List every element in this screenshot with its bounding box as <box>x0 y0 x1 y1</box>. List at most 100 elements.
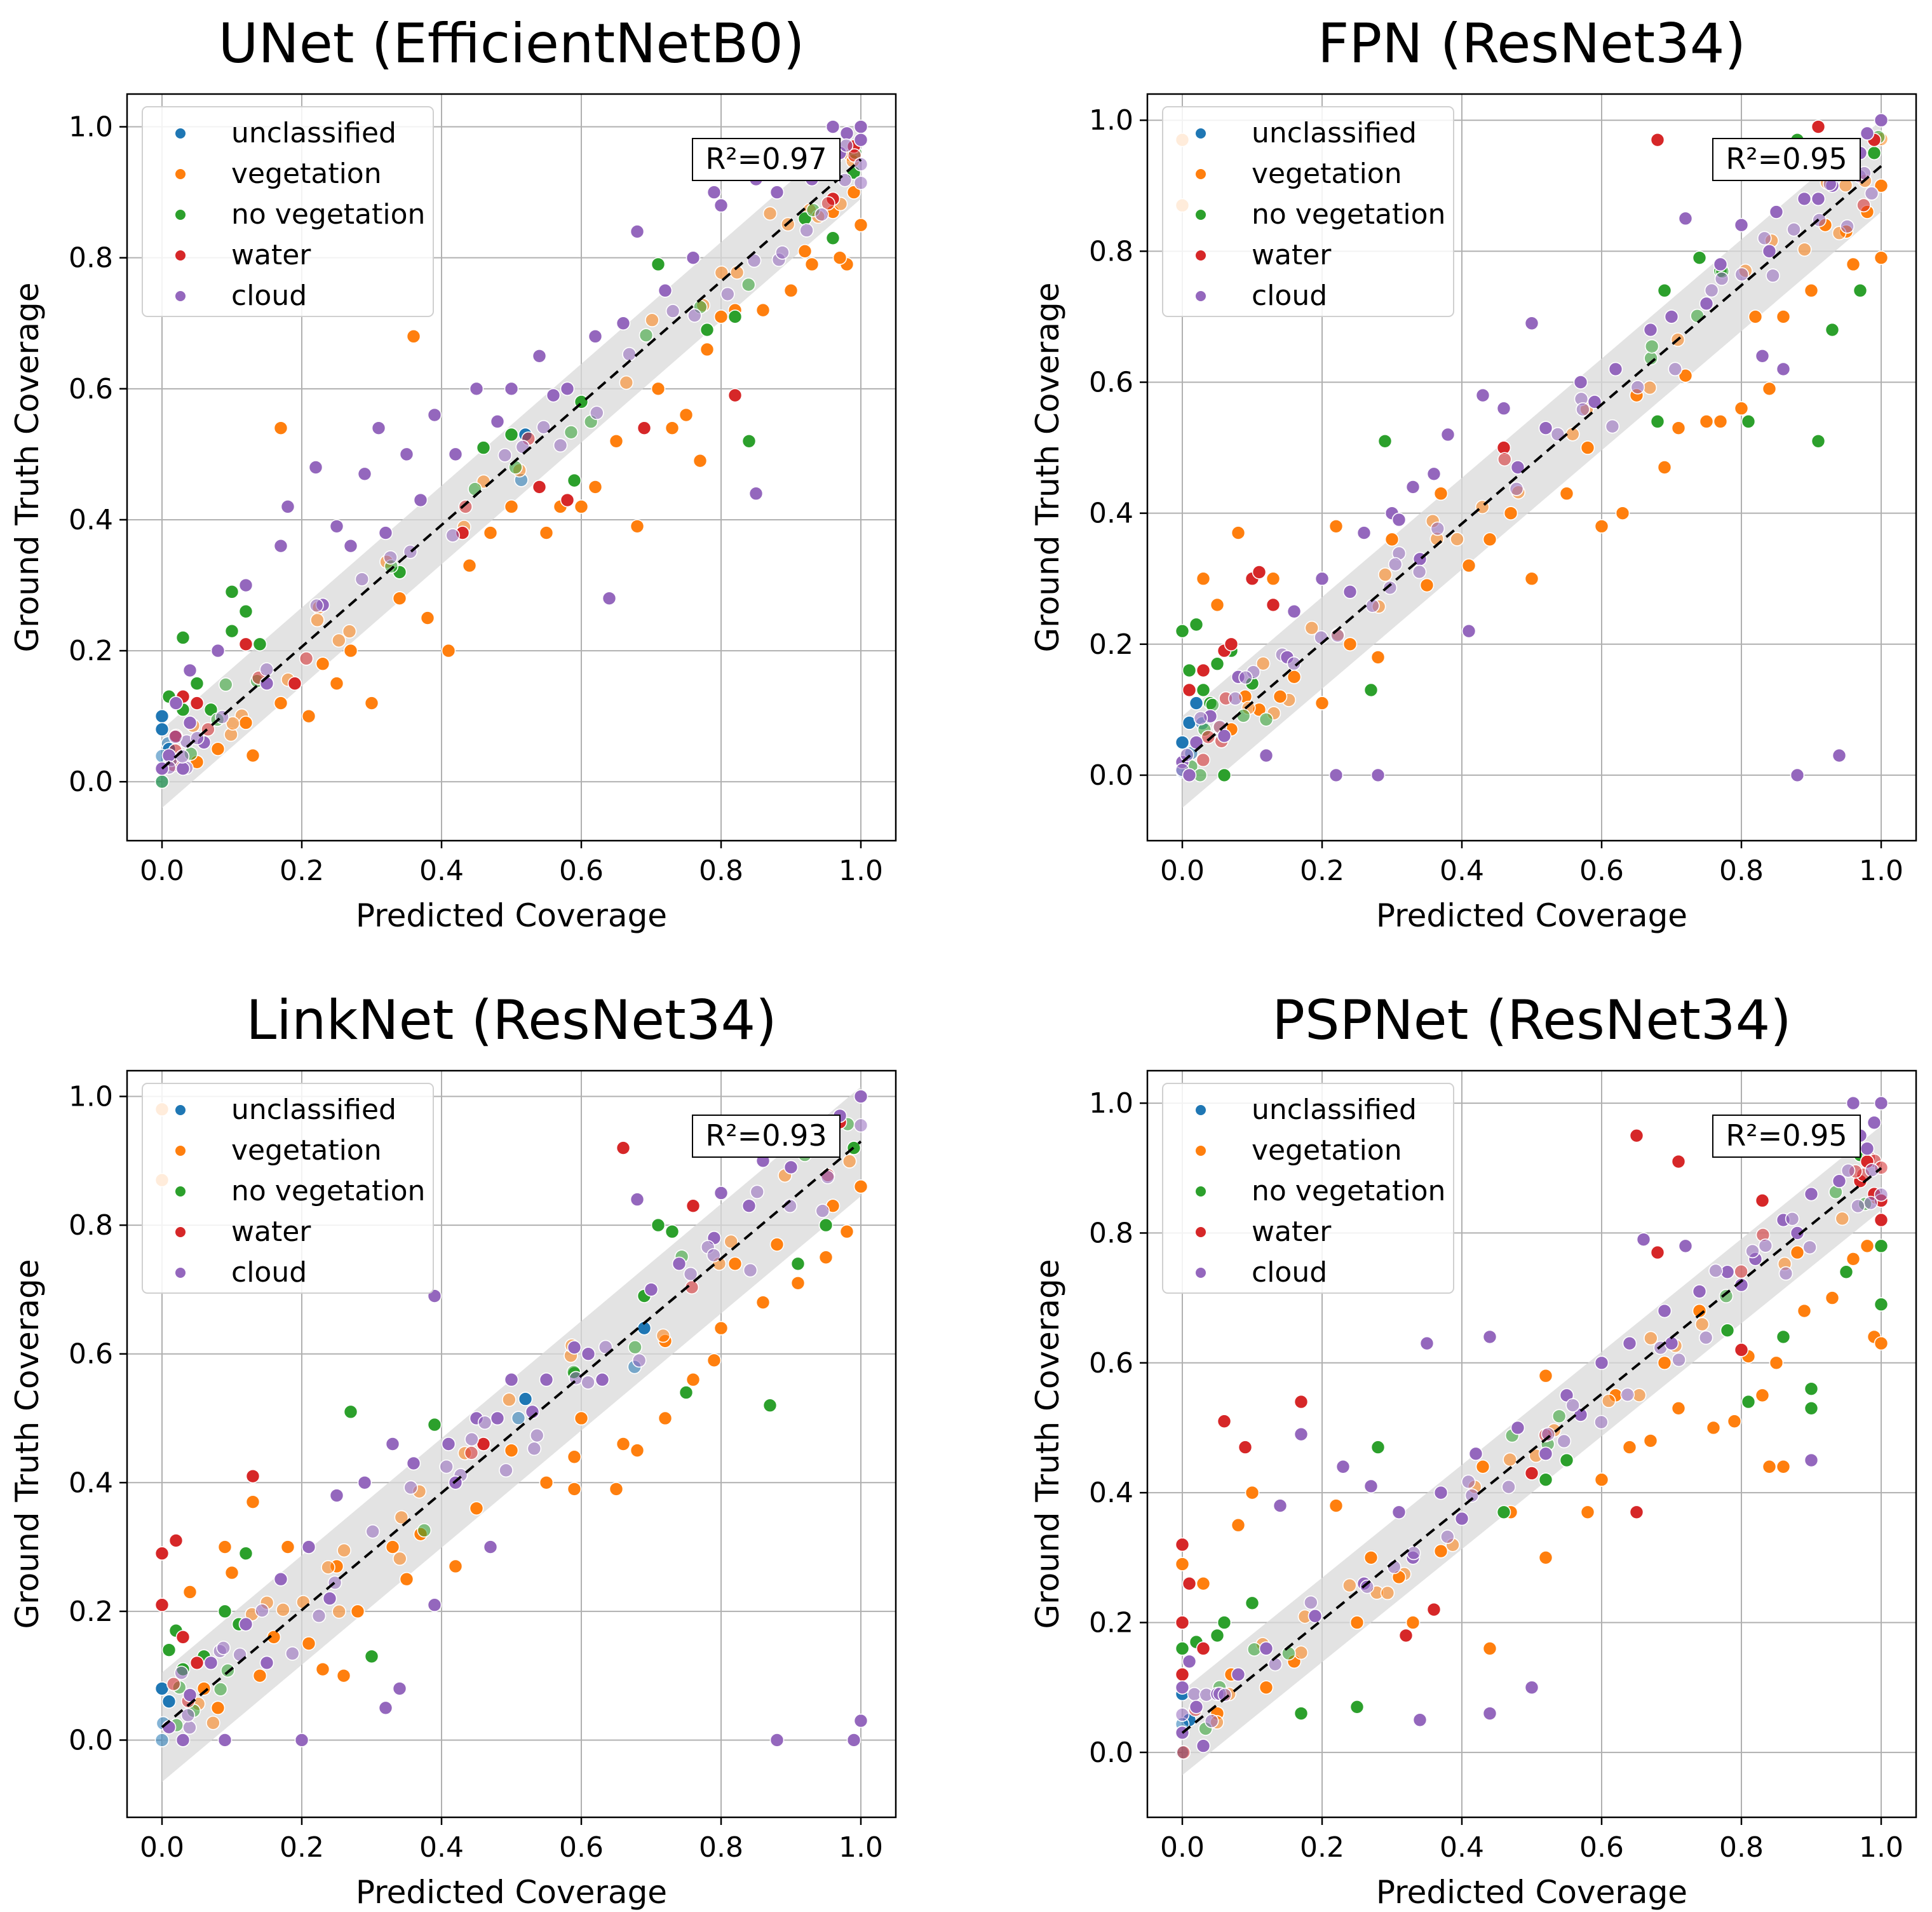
scatter-point-vegetation <box>1762 1459 1777 1474</box>
scatter-point-cloud <box>1841 1163 1856 1178</box>
legend-label: no vegetation <box>231 1175 425 1207</box>
x-axis-label: Predicted Coverage <box>1376 1874 1687 1911</box>
scatter-point-no-vegetation <box>1210 656 1225 672</box>
scatter-point-cloud <box>1363 1479 1379 1494</box>
scatter-point-vegetation <box>1384 532 1400 547</box>
chart-title: LinkNet (ResNet34) <box>246 989 777 1052</box>
scatter-point-water <box>189 696 205 710</box>
scatter-point-cloud <box>1440 1529 1455 1544</box>
scatter-point-vegetation <box>630 1443 645 1458</box>
x-tick-label: 0.6 <box>1579 1831 1624 1864</box>
scatter-point-vegetation <box>350 1604 365 1619</box>
scatter-point-cloud <box>1342 585 1358 599</box>
scatter-point-cloud <box>769 1733 785 1747</box>
scatter-point-cloud <box>1636 1232 1651 1247</box>
scatter-point-cloud <box>1692 1284 1707 1299</box>
x-tick-label: 0.6 <box>1579 855 1624 887</box>
axes-frame <box>126 93 897 842</box>
scatter-point-cloud <box>1259 1641 1274 1656</box>
scatter-point-cloud <box>182 1688 198 1702</box>
scatter-point-cloud <box>1785 1211 1800 1226</box>
scatter-point-vegetation <box>469 1501 484 1516</box>
scatter-point-cloud <box>1714 271 1729 286</box>
scatter-point-vegetation <box>630 519 645 534</box>
scatter-point-no-vegetation <box>1644 339 1659 354</box>
scatter-point-vegetation <box>1255 656 1271 671</box>
x-tick-label: 0.8 <box>699 855 743 887</box>
scatter-point-cloud <box>285 1646 300 1661</box>
scatter-point-cloud <box>720 287 735 302</box>
x-tick-label: 0.6 <box>559 855 604 887</box>
legend-box <box>1162 106 1454 317</box>
scatter-point-cloud <box>588 329 603 344</box>
scatter-point-cloud <box>622 347 637 362</box>
scatter-point-cloud <box>1433 1485 1449 1500</box>
legend-marker-cloud <box>175 1268 186 1278</box>
x-axis-label: Predicted Coverage <box>356 1874 667 1911</box>
scatter-point-cloud <box>1678 211 1693 226</box>
scatter-point-cloud <box>385 1437 400 1451</box>
legend-label: cloud <box>1252 280 1327 312</box>
scatter-point-water <box>1650 132 1665 147</box>
scatter-point-cloud <box>1189 1700 1204 1714</box>
scatter-point-no-vegetation <box>238 604 253 619</box>
scatter-point-no-vegetation <box>1349 1700 1365 1714</box>
scatter-point-vegetation <box>226 716 240 731</box>
scatter-point-cloud <box>846 1733 861 1747</box>
scatter-point-cloud <box>1238 670 1253 685</box>
scatter-point-vegetation <box>332 1604 347 1619</box>
scatter-point-cloud <box>706 1248 721 1263</box>
scatter-point-cloud <box>175 761 191 776</box>
scatter-point-cloud <box>706 185 722 200</box>
scatter-point-cloud <box>1412 564 1427 580</box>
scatter-point-no-vegetation <box>343 1404 358 1420</box>
scatter-point-cloud <box>175 1733 191 1747</box>
scatter-point-vegetation <box>1846 1252 1861 1266</box>
legend-marker-no-vegetation <box>175 1186 186 1197</box>
r2-value: R²=0.93 <box>705 1118 827 1153</box>
panels-container: UNet (EfficientNetB0) 0.0 0.2 0.4 0.6 0.8 1.0 0… <box>9 12 1917 1911</box>
scatter-point-water <box>1196 663 1211 678</box>
scatter-point-cloud <box>499 1463 513 1478</box>
scatter-point-water <box>1650 1245 1665 1260</box>
scatter-point-vegetation <box>1694 1317 1710 1332</box>
scatter-point-cloud <box>497 448 513 463</box>
scatter-point-cloud <box>378 525 393 540</box>
scatter-point-cloud <box>1440 427 1456 442</box>
scatter-point-no-vegetation <box>508 460 523 475</box>
scatter-point-cloud <box>273 538 288 553</box>
legend-label: vegetation <box>231 158 382 190</box>
scatter-point-vegetation <box>1580 440 1595 455</box>
scatter-point-vegetation <box>1657 460 1672 475</box>
x-tick-label: 0.8 <box>699 1831 743 1864</box>
scatter-point-cloud <box>1860 1141 1875 1156</box>
scatter-point-cloud <box>1745 1244 1760 1259</box>
scatter-point-no-vegetation <box>189 676 205 691</box>
scatter-point-water <box>245 1468 260 1484</box>
legend-label: water <box>231 239 311 271</box>
scatter-point-cloud <box>1510 460 1525 475</box>
scatter-point-no-vegetation <box>175 630 191 645</box>
scatter-point-cloud <box>1734 217 1749 233</box>
scatter-point-unclassified <box>1189 696 1204 710</box>
scatter-point-cloud <box>598 1339 613 1355</box>
scatter-point-cloud <box>255 1603 269 1618</box>
scatter-point-cloud <box>527 1441 542 1456</box>
regression-line <box>161 1140 862 1728</box>
scatter-point-cloud <box>1405 480 1421 494</box>
scatter-point-cloud <box>311 1608 327 1624</box>
scatter-point-vegetation <box>1482 532 1497 547</box>
scatter-point-cloud <box>658 283 673 298</box>
scatter-point-cloud <box>783 1160 799 1175</box>
scatter-point-cloud <box>1496 401 1511 416</box>
scatter-point-cloud <box>750 1184 765 1200</box>
x-tick-label: 1.0 <box>1859 855 1903 887</box>
scatter-point-water <box>1238 1440 1253 1454</box>
scatter-point-cloud <box>1228 691 1243 706</box>
r2-value: R²=0.95 <box>1726 142 1847 176</box>
scatter-point-vegetation <box>1450 532 1464 546</box>
y-tick-label: 0.8 <box>1089 235 1133 268</box>
scatter-point-vegetation <box>394 1510 409 1525</box>
scatter-point-no-vegetation <box>1776 1329 1791 1345</box>
scatter-point-vegetation <box>321 1560 335 1575</box>
